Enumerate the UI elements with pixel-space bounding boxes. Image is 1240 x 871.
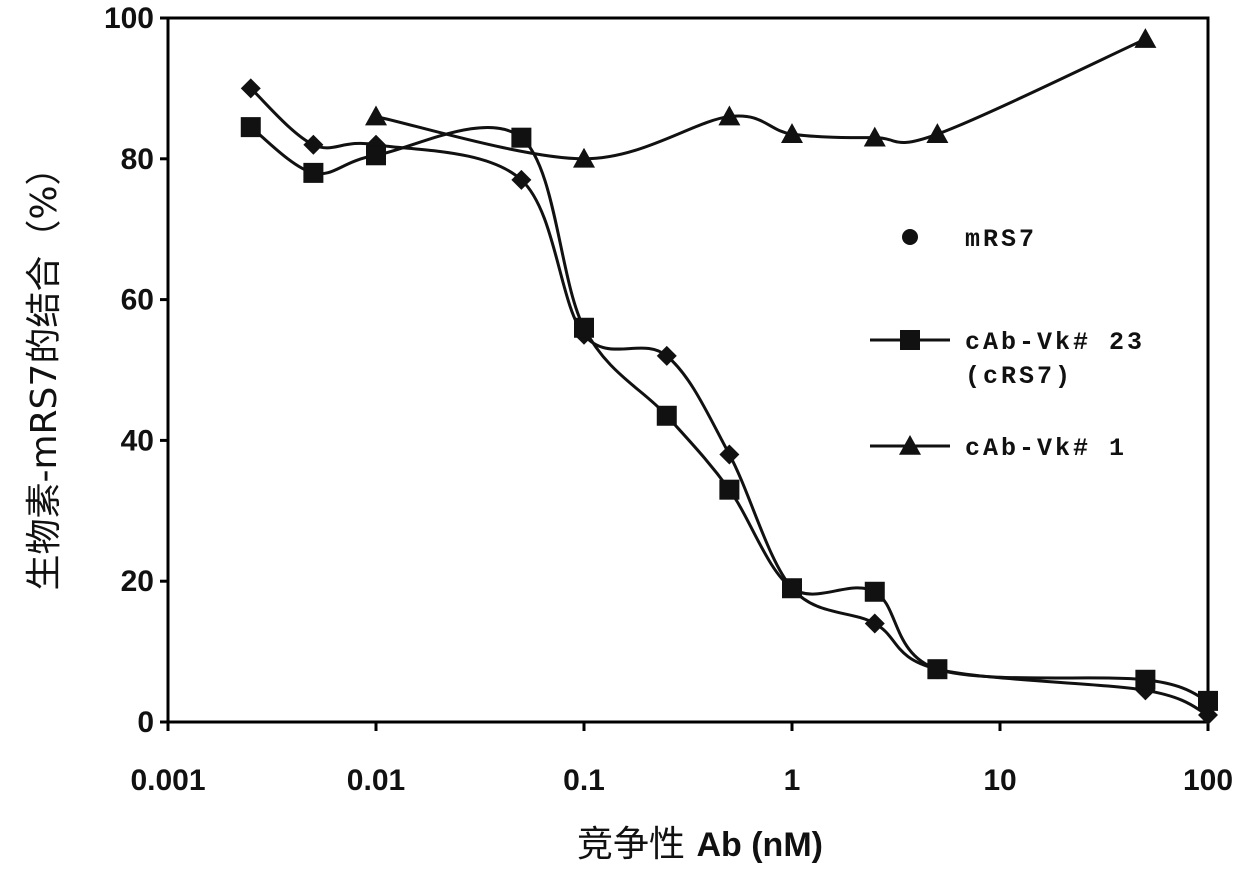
y-tick-label: 80: [121, 143, 154, 176]
data-point-triangle: [365, 106, 387, 126]
series-line-diamond: [251, 88, 1208, 715]
x-axis-label-cjk: 竞争性: [577, 824, 696, 865]
y-tick-label: 20: [121, 565, 154, 598]
data-point-triangle: [1134, 28, 1156, 48]
y-axis-label: 生物素-mRS7的结合（%）: [24, 149, 65, 590]
series-line-square: [251, 127, 1208, 701]
x-axis-label-latin: Ab (nM): [696, 826, 823, 864]
data-point-square: [511, 128, 531, 148]
legend-marker: [900, 330, 920, 350]
y-tick-label: 60: [121, 284, 154, 317]
legend: mRS7 cAb-Vk# 23 (cRS7) cAb-Vk# 1: [870, 225, 1145, 463]
legend-label: cAb-Vk# 1: [965, 434, 1127, 463]
x-tick-label: 0.001: [130, 764, 205, 797]
data-point-triangle: [926, 123, 948, 143]
data-point-diamond: [303, 135, 323, 155]
data-point-diamond: [865, 613, 885, 633]
data-point-square: [366, 145, 386, 165]
x-tick-label: 0.1: [563, 764, 605, 797]
chart: 0 20 40 60 80 100 0.001 0.01 0.1 1 10 100 mRS7 cAb-V…: [0, 0, 1240, 871]
data-point-diamond: [719, 444, 739, 464]
series-line-triangle: [376, 39, 1145, 159]
data-point-square: [782, 578, 802, 598]
y-tick-label: 0: [137, 706, 154, 739]
legend-entry: mRS7: [902, 225, 1037, 254]
data-point-square: [865, 582, 885, 602]
series-diamond: [241, 78, 1218, 725]
data-point-square: [1135, 670, 1155, 690]
data-point-square: [574, 318, 594, 338]
legend-entry: cAb-Vk# 1: [870, 434, 1127, 463]
series-triangle: [365, 28, 1156, 167]
data-point-square: [1198, 691, 1218, 711]
x-axis-label: 竞争性 Ab (nM): [577, 824, 823, 865]
legend-label: cAb-Vk# 23: [965, 328, 1145, 357]
x-tick-label: 10: [983, 764, 1016, 797]
x-tick-label: 100: [1183, 764, 1233, 797]
data-point-square: [927, 659, 947, 679]
series-square: [241, 117, 1218, 711]
x-tick-label: 1: [784, 764, 801, 797]
data-point-square: [303, 163, 323, 183]
legend-entry: cAb-Vk# 23 (cRS7): [870, 328, 1145, 391]
legend-label: mRS7: [965, 225, 1037, 254]
y-tick-label: 40: [121, 424, 154, 457]
legend-label: (cRS7): [965, 362, 1073, 391]
legend-marker: [902, 229, 918, 245]
data-point-square: [719, 480, 739, 500]
data-point-square: [657, 406, 677, 426]
data-point-square: [241, 117, 261, 137]
x-tick-label: 0.01: [347, 764, 405, 797]
y-tick-label: 100: [104, 2, 154, 35]
